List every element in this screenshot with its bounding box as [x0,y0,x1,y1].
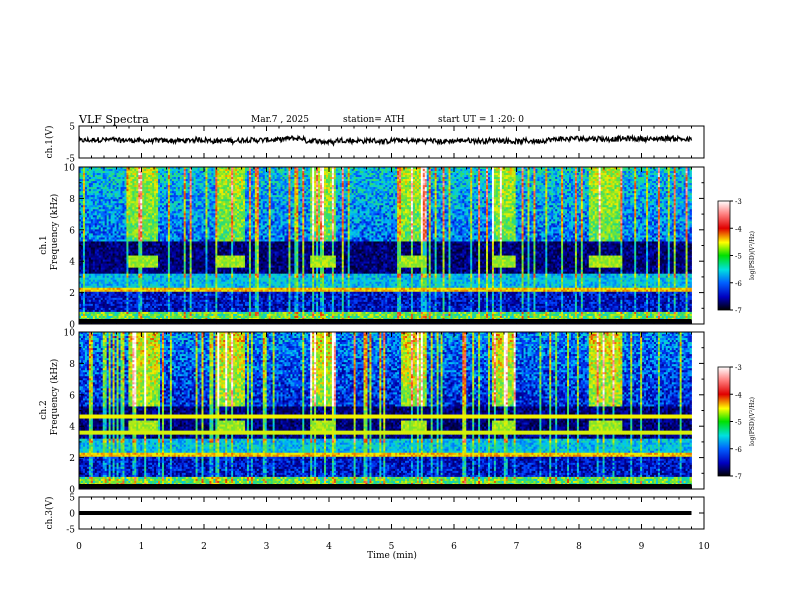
ch2-spec-ylabel: Frequency (kHz) [49,359,60,436]
y-tick-label: 5 [69,494,75,504]
x-tick-label: 7 [514,542,520,552]
y-tick-label: 0 [69,510,75,520]
y-tick-label: 4 [69,423,75,433]
ch3-waveform-trace [79,511,692,515]
ch2-colorbar-tick-label: -3 [735,364,742,372]
ch1-spec-ylabel: Frequency (kHz) [49,194,60,271]
start-time-label: start UT = 1 :20: 0 [438,115,524,125]
x-axis-label: Time (min) [367,550,417,561]
x-tick-label: 3 [264,542,270,552]
x-tick-label: 5 [389,542,395,552]
y-tick-label: 8 [69,195,75,205]
ch1-spec-channel-label: ch.1 [39,235,49,254]
y-tick-label: -5 [66,155,75,165]
ch1-wave-ylabel: ch.1(V) [44,126,55,159]
spectrogram-baseline-band [79,484,692,488]
y-tick-label: -5 [66,526,75,536]
y-tick-label: 0 [69,486,75,496]
ch2-colorbar-tick-label: -7 [735,473,742,481]
ch1-colorbar-tick-label: -3 [735,198,742,206]
y-tick-label: 8 [69,360,75,370]
y-tick-label: 4 [69,258,75,268]
ch2-colorbar-label: log(PSD)(V²/Hz) [749,397,756,446]
ch1-colorbar-tick-label: -5 [735,253,742,261]
ch1-colorbar-tick-label: -6 [735,280,742,288]
y-tick-label: 6 [69,391,75,401]
x-tick-label: 2 [201,542,207,552]
ch1-colorbar-tick-label: -7 [735,307,742,315]
ch1-waveform-panel [78,133,693,147]
y-tick-label: 10 [64,164,76,174]
y-tick-label: 2 [69,289,75,299]
date-label: Mar.7 , 2025 [251,115,309,125]
x-tick-label: 8 [576,542,582,552]
x-tick-label: 1 [139,542,145,552]
ch2-colorbar-tick-label: -4 [735,391,742,399]
x-tick-label: 6 [451,542,457,552]
y-tick-label: 2 [69,454,75,464]
ch2-colorbar-tick-label: -5 [735,419,742,427]
ch1-waveform-trace [78,133,693,147]
x-tick-label: 10 [698,542,710,552]
ch2-spectrogram-panel [79,332,692,490]
ch3-wave-ylabel: ch.3(V) [44,497,55,530]
y-tick-label: 5 [69,123,75,133]
ch1-colorbar-tick-label: -4 [735,225,742,233]
station-label: station= ATH [343,115,405,125]
x-tick-label: 0 [76,542,82,552]
ch3-waveform-panel [79,511,692,515]
spectrogram-baseline-band [79,319,692,323]
ch1-colorbar-label: log(PSD)(V²/Hz) [749,231,756,280]
chart-title: VLF Spectra [79,113,149,126]
y-tick-label: 10 [64,329,76,339]
ch1-spectrogram-panel [79,167,692,325]
y-tick-label: 0 [69,321,75,331]
ch2-colorbar-bar [717,366,731,477]
ch2-colorbar-tick-label: -6 [735,446,742,454]
y-tick-label: 6 [69,226,75,236]
x-tick-label: 9 [639,542,645,552]
x-tick-label: 4 [326,542,332,552]
ch2-spec-channel-label: ch.2 [39,400,49,419]
ch1-colorbar-bar [717,200,731,311]
